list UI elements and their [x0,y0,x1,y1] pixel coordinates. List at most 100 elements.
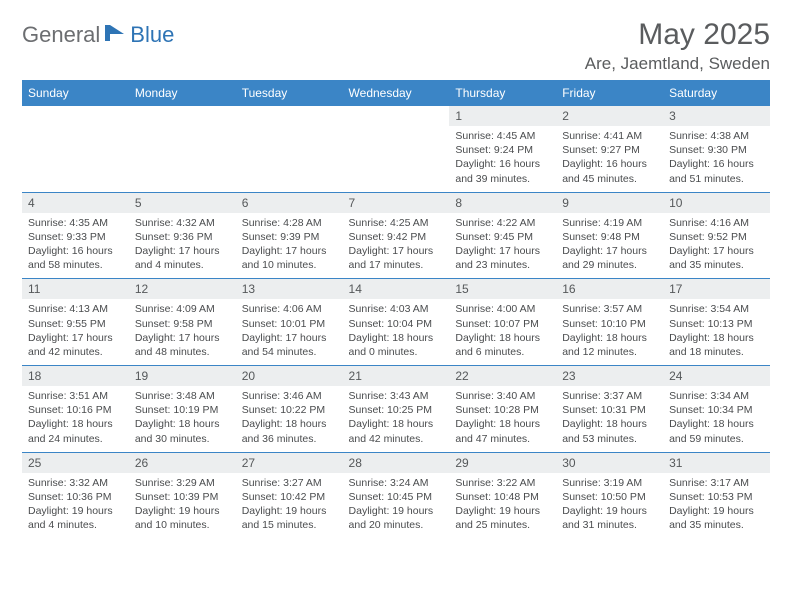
weekday-header: Thursday [449,81,556,106]
detail-d2: and 15 minutes. [242,518,337,532]
day-details: Sunrise: 4:00 AMSunset: 10:07 PMDaylight… [449,299,556,365]
detail-d2: and 54 minutes. [242,345,337,359]
detail-d2: and 47 minutes. [455,432,550,446]
day-number: 28 [343,453,450,473]
logo-text-blue: Blue [130,22,174,48]
detail-sunset: Sunset: 10:45 PM [349,490,444,504]
calendar-week-row: 11Sunrise: 4:13 AMSunset: 9:55 PMDayligh… [22,279,770,366]
detail-sunrise: Sunrise: 3:32 AM [28,476,123,490]
calendar-cell: 23Sunrise: 3:37 AMSunset: 10:31 PMDaylig… [556,366,663,453]
detail-sunrise: Sunrise: 4:06 AM [242,302,337,316]
day-number: 13 [236,279,343,299]
detail-sunset: Sunset: 9:39 PM [242,230,337,244]
day-number: 19 [129,366,236,386]
calendar-cell [129,106,236,193]
detail-sunrise: Sunrise: 3:57 AM [562,302,657,316]
day-number: 12 [129,279,236,299]
detail-sunrise: Sunrise: 3:40 AM [455,389,550,403]
day-number: 5 [129,193,236,213]
day-details: Sunrise: 4:45 AMSunset: 9:24 PMDaylight:… [449,126,556,192]
detail-d1: Daylight: 16 hours [562,157,657,171]
calendar-cell [343,106,450,193]
calendar-cell: 3Sunrise: 4:38 AMSunset: 9:30 PMDaylight… [663,106,770,193]
day-details: Sunrise: 3:32 AMSunset: 10:36 PMDaylight… [22,473,129,539]
detail-sunset: Sunset: 9:27 PM [562,143,657,157]
day-details: Sunrise: 3:34 AMSunset: 10:34 PMDaylight… [663,386,770,452]
detail-sunrise: Sunrise: 4:28 AM [242,216,337,230]
detail-d1: Daylight: 19 hours [242,504,337,518]
day-details: Sunrise: 3:54 AMSunset: 10:13 PMDaylight… [663,299,770,365]
detail-sunset: Sunset: 10:16 PM [28,403,123,417]
weekday-header: Monday [129,81,236,106]
detail-d1: Daylight: 18 hours [562,417,657,431]
calendar-week-row: 18Sunrise: 3:51 AMSunset: 10:16 PMDaylig… [22,366,770,453]
detail-d1: Daylight: 19 hours [135,504,230,518]
brand-logo: General Blue [22,22,174,48]
day-details: Sunrise: 4:25 AMSunset: 9:42 PMDaylight:… [343,213,450,279]
day-details: Sunrise: 3:57 AMSunset: 10:10 PMDaylight… [556,299,663,365]
detail-d2: and 10 minutes. [242,258,337,272]
detail-sunrise: Sunrise: 4:32 AM [135,216,230,230]
calendar-cell: 11Sunrise: 4:13 AMSunset: 9:55 PMDayligh… [22,279,129,366]
detail-sunset: Sunset: 10:42 PM [242,490,337,504]
day-number: 3 [663,106,770,126]
calendar-cell [236,106,343,193]
weekday-header: Friday [556,81,663,106]
day-number: 31 [663,453,770,473]
detail-sunrise: Sunrise: 4:19 AM [562,216,657,230]
calendar-body: 1Sunrise: 4:45 AMSunset: 9:24 PMDaylight… [22,106,770,539]
detail-d1: Daylight: 17 hours [669,244,764,258]
detail-d2: and 36 minutes. [242,432,337,446]
day-number: 22 [449,366,556,386]
day-details: Sunrise: 4:03 AMSunset: 10:04 PMDaylight… [343,299,450,365]
day-details: Sunrise: 3:51 AMSunset: 10:16 PMDaylight… [22,386,129,452]
detail-d1: Daylight: 19 hours [455,504,550,518]
detail-d1: Daylight: 18 hours [242,417,337,431]
day-number: 14 [343,279,450,299]
day-number: 2 [556,106,663,126]
day-number: 21 [343,366,450,386]
calendar-cell: 30Sunrise: 3:19 AMSunset: 10:50 PMDaylig… [556,452,663,538]
calendar-cell: 17Sunrise: 3:54 AMSunset: 10:13 PMDaylig… [663,279,770,366]
detail-d1: Daylight: 18 hours [135,417,230,431]
calendar-cell: 22Sunrise: 3:40 AMSunset: 10:28 PMDaylig… [449,366,556,453]
detail-sunrise: Sunrise: 3:19 AM [562,476,657,490]
day-number: 26 [129,453,236,473]
detail-d1: Daylight: 16 hours [669,157,764,171]
detail-d2: and 0 minutes. [349,345,444,359]
detail-sunrise: Sunrise: 4:03 AM [349,302,444,316]
title-block: May 2025 Are, Jaemtland, Sweden [585,18,770,74]
day-details: Sunrise: 4:28 AMSunset: 9:39 PMDaylight:… [236,213,343,279]
detail-d2: and 10 minutes. [135,518,230,532]
calendar-cell: 24Sunrise: 3:34 AMSunset: 10:34 PMDaylig… [663,366,770,453]
calendar-week-row: 1Sunrise: 4:45 AMSunset: 9:24 PMDaylight… [22,106,770,193]
day-details: Sunrise: 4:22 AMSunset: 9:45 PMDaylight:… [449,213,556,279]
calendar-cell: 12Sunrise: 4:09 AMSunset: 9:58 PMDayligh… [129,279,236,366]
detail-sunrise: Sunrise: 3:27 AM [242,476,337,490]
detail-sunset: Sunset: 10:10 PM [562,317,657,331]
detail-sunrise: Sunrise: 3:48 AM [135,389,230,403]
day-number: 24 [663,366,770,386]
logo-text-general: General [22,22,100,48]
detail-d1: Daylight: 19 hours [669,504,764,518]
day-number: 16 [556,279,663,299]
day-details: Sunrise: 4:06 AMSunset: 10:01 PMDaylight… [236,299,343,365]
detail-d2: and 42 minutes. [28,345,123,359]
detail-d1: Daylight: 17 hours [455,244,550,258]
calendar-cell: 4Sunrise: 4:35 AMSunset: 9:33 PMDaylight… [22,192,129,279]
detail-d1: Daylight: 19 hours [28,504,123,518]
day-number: 8 [449,193,556,213]
calendar-cell: 2Sunrise: 4:41 AMSunset: 9:27 PMDaylight… [556,106,663,193]
detail-sunset: Sunset: 9:42 PM [349,230,444,244]
detail-sunset: Sunset: 9:45 PM [455,230,550,244]
detail-d1: Daylight: 17 hours [242,244,337,258]
detail-sunset: Sunset: 9:48 PM [562,230,657,244]
day-details: Sunrise: 3:22 AMSunset: 10:48 PMDaylight… [449,473,556,539]
detail-d1: Daylight: 19 hours [349,504,444,518]
page-header: General Blue May 2025 Are, Jaemtland, Sw… [22,18,770,74]
calendar-cell: 31Sunrise: 3:17 AMSunset: 10:53 PMDaylig… [663,452,770,538]
day-details: Sunrise: 4:32 AMSunset: 9:36 PMDaylight:… [129,213,236,279]
calendar-cell: 27Sunrise: 3:27 AMSunset: 10:42 PMDaylig… [236,452,343,538]
detail-d1: Daylight: 17 hours [242,331,337,345]
day-details: Sunrise: 4:13 AMSunset: 9:55 PMDaylight:… [22,299,129,365]
